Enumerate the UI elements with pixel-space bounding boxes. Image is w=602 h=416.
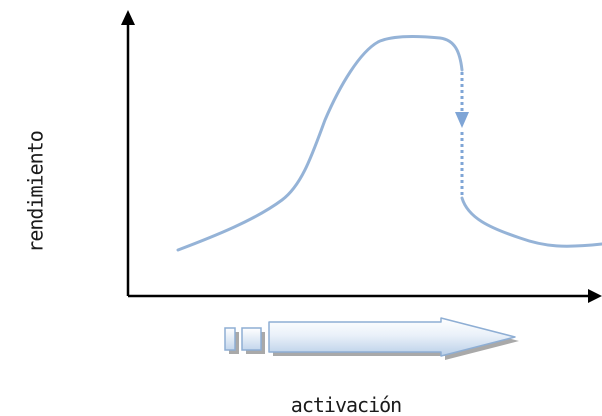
performance-curve-upper [176,35,464,252]
y-axis-label: rendimiento [24,131,48,252]
arrow-block-medium [241,327,262,351]
y-axis [121,10,135,296]
performance-curve-lower [460,196,602,248]
collapse-arrowhead-icon [455,112,469,128]
x-axis [128,289,602,303]
y-axis-arrowhead-icon [121,10,135,25]
collapse-drop [455,72,469,198]
arrow-block-small [224,327,236,351]
arrow-body [268,317,516,357]
block-arrow-right-icon [224,317,519,360]
x-axis-label: activación [291,393,401,416]
x-axis-arrowhead-icon [588,289,602,303]
